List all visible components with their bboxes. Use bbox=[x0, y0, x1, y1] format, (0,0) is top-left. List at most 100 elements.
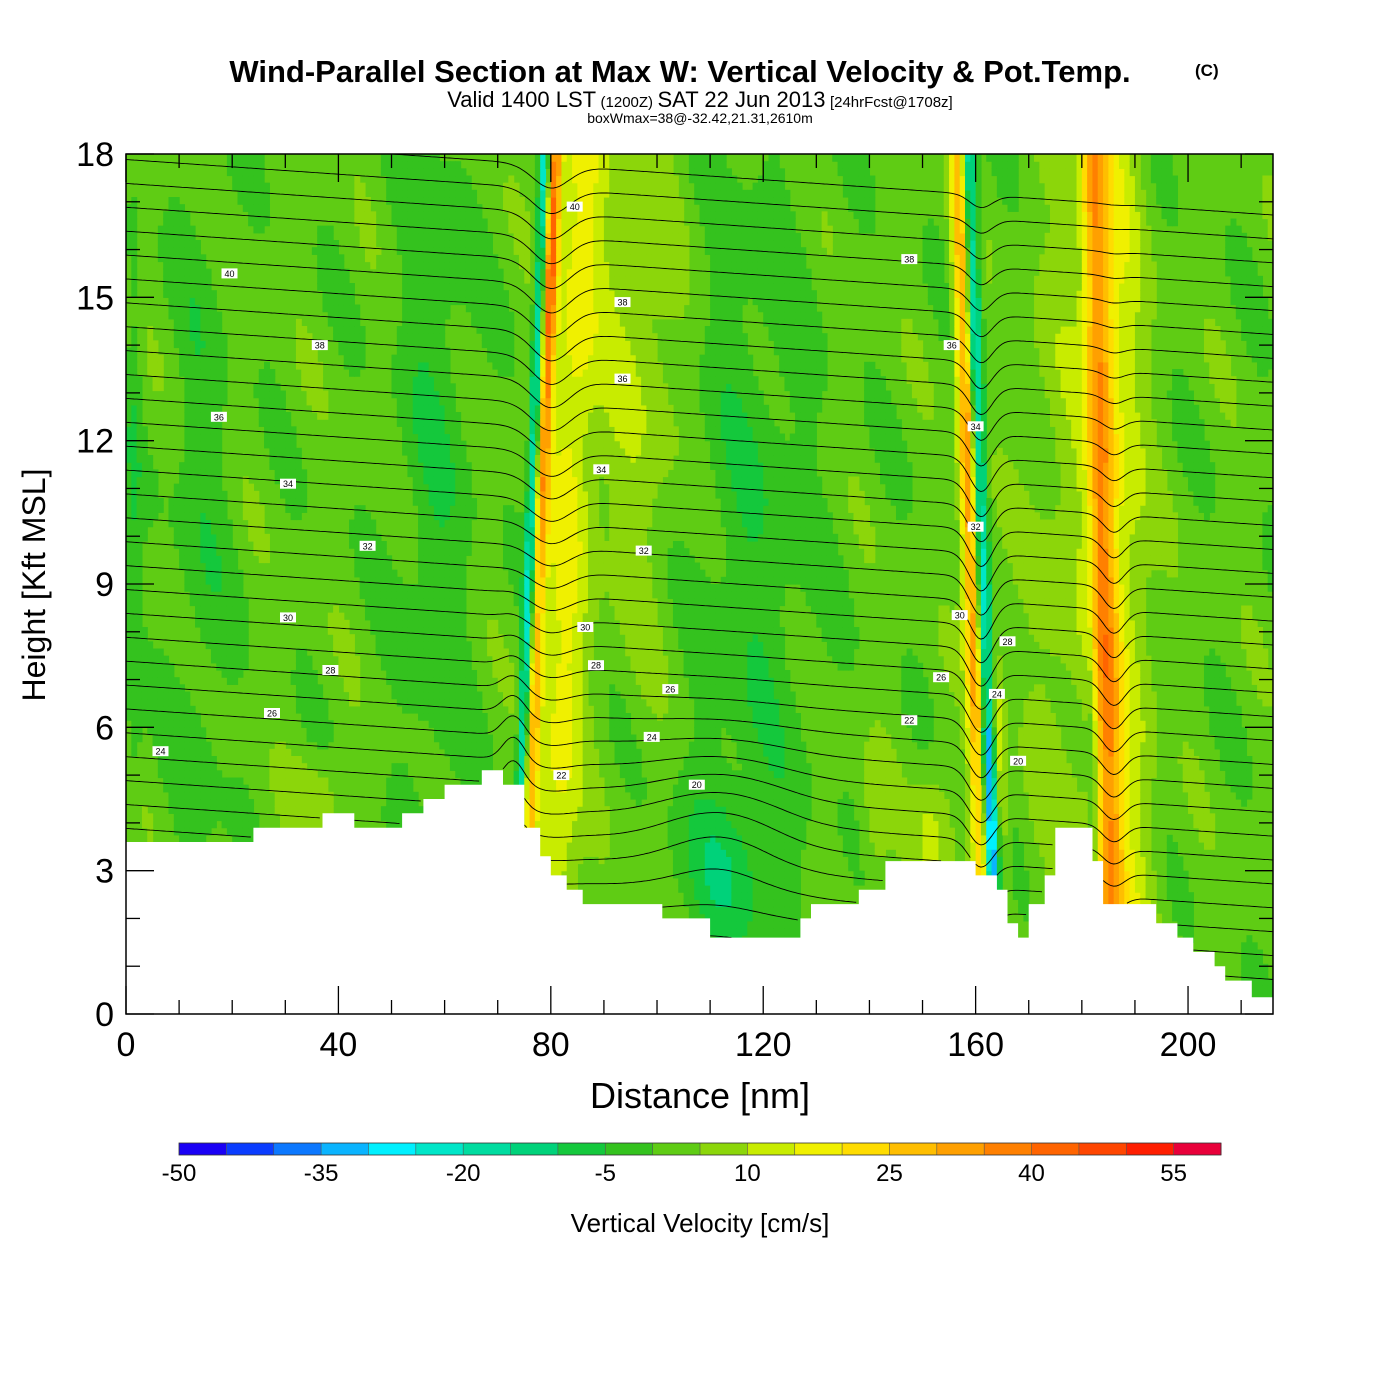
velocity-cell bbox=[157, 727, 164, 736]
velocity-cell bbox=[428, 713, 435, 721]
velocity-cell bbox=[449, 412, 456, 420]
velocity-cell bbox=[163, 247, 170, 255]
velocity-cell bbox=[141, 526, 148, 535]
velocity-cell bbox=[550, 505, 557, 513]
velocity-cell bbox=[497, 290, 504, 298]
velocity-cell bbox=[226, 612, 233, 621]
velocity-cell bbox=[572, 791, 578, 800]
velocity-cell bbox=[295, 476, 302, 485]
velocity-cell bbox=[407, 211, 414, 220]
velocity-cell bbox=[556, 376, 563, 384]
velocity-cell bbox=[460, 283, 467, 291]
velocity-cell bbox=[173, 261, 180, 270]
velocity-cell bbox=[173, 713, 180, 721]
velocity-cell bbox=[561, 691, 568, 700]
velocity-cell bbox=[354, 354, 361, 363]
velocity-cell bbox=[433, 440, 440, 449]
velocity-cell bbox=[529, 605, 536, 614]
velocity-cell bbox=[306, 361, 313, 370]
velocity-cell bbox=[200, 512, 207, 521]
velocity-cell bbox=[210, 361, 217, 370]
velocity-cell bbox=[126, 447, 132, 456]
velocity-cell bbox=[566, 290, 573, 298]
velocity-cell bbox=[439, 605, 446, 614]
velocity-cell bbox=[556, 627, 563, 635]
velocity-cell bbox=[359, 333, 366, 341]
velocity-cell bbox=[152, 469, 159, 478]
velocity-cell bbox=[136, 584, 143, 592]
velocity-cell bbox=[550, 713, 557, 721]
velocity-cell bbox=[189, 741, 196, 750]
velocity-cell bbox=[184, 469, 191, 478]
velocity-cell bbox=[455, 168, 462, 177]
velocity-cell bbox=[184, 433, 191, 442]
velocity-cell bbox=[529, 705, 536, 714]
velocity-cell bbox=[173, 204, 180, 212]
velocity-cell bbox=[433, 612, 440, 621]
velocity-cell bbox=[184, 447, 191, 456]
velocity-cell bbox=[534, 383, 541, 392]
velocity-cell bbox=[386, 612, 393, 621]
velocity-cell bbox=[407, 283, 414, 291]
velocity-cell bbox=[391, 369, 398, 377]
velocity-cell bbox=[264, 533, 270, 542]
velocity-cell bbox=[343, 347, 350, 356]
velocity-cell bbox=[216, 383, 223, 392]
velocity-cell bbox=[439, 211, 446, 220]
velocity-cell bbox=[205, 490, 212, 499]
velocity-cell bbox=[556, 727, 563, 736]
velocity-cell bbox=[566, 498, 573, 506]
velocity-cell bbox=[540, 584, 547, 592]
velocity-cell bbox=[407, 662, 414, 671]
velocity-cell bbox=[311, 354, 318, 363]
velocity-cell bbox=[205, 627, 212, 635]
velocity-cell bbox=[375, 619, 382, 628]
velocity-cell bbox=[449, 505, 456, 513]
velocity-cell bbox=[189, 383, 196, 392]
velocity-cell bbox=[269, 748, 276, 757]
velocity-cell bbox=[136, 498, 143, 506]
velocity-cell bbox=[561, 283, 568, 291]
velocity-cell bbox=[518, 247, 525, 255]
velocity-cell bbox=[327, 734, 334, 743]
velocity-cell bbox=[492, 318, 499, 327]
velocity-cell bbox=[449, 627, 456, 635]
velocity-cell bbox=[428, 698, 435, 707]
velocity-cell bbox=[449, 612, 456, 621]
velocity-cell bbox=[556, 791, 563, 800]
velocity-cell bbox=[428, 462, 435, 470]
velocity-cell bbox=[412, 670, 419, 678]
velocity-cell bbox=[349, 641, 355, 650]
velocity-cell bbox=[418, 311, 424, 320]
velocity-cell bbox=[561, 519, 568, 528]
velocity-cell bbox=[248, 820, 255, 829]
velocity-cell bbox=[529, 447, 536, 456]
velocity-cell bbox=[301, 648, 308, 657]
velocity-cell bbox=[163, 268, 170, 277]
velocity-cell bbox=[455, 770, 462, 779]
velocity-cell bbox=[195, 390, 201, 399]
velocity-cell bbox=[295, 340, 302, 349]
velocity-cell bbox=[439, 691, 446, 700]
velocity-cell bbox=[253, 813, 260, 822]
velocity-cell bbox=[375, 541, 382, 549]
velocity-cell bbox=[503, 318, 509, 327]
velocity-cell bbox=[460, 182, 467, 191]
velocity-cell bbox=[455, 297, 462, 306]
velocity-cell bbox=[375, 612, 382, 621]
velocity-cell bbox=[280, 433, 286, 442]
velocity-cell bbox=[561, 791, 568, 800]
velocity-cell bbox=[561, 655, 568, 664]
velocity-cell bbox=[449, 670, 456, 678]
velocity-cell bbox=[402, 806, 409, 814]
velocity-cell bbox=[195, 734, 201, 743]
velocity-cell bbox=[253, 820, 260, 829]
velocity-cell bbox=[545, 734, 552, 743]
velocity-cell bbox=[418, 268, 424, 277]
velocity-cell bbox=[540, 698, 547, 707]
velocity-cell bbox=[540, 662, 547, 671]
velocity-cell bbox=[566, 627, 573, 635]
velocity-cell bbox=[306, 333, 313, 341]
velocity-cell bbox=[428, 383, 435, 392]
velocity-cell bbox=[195, 254, 201, 263]
